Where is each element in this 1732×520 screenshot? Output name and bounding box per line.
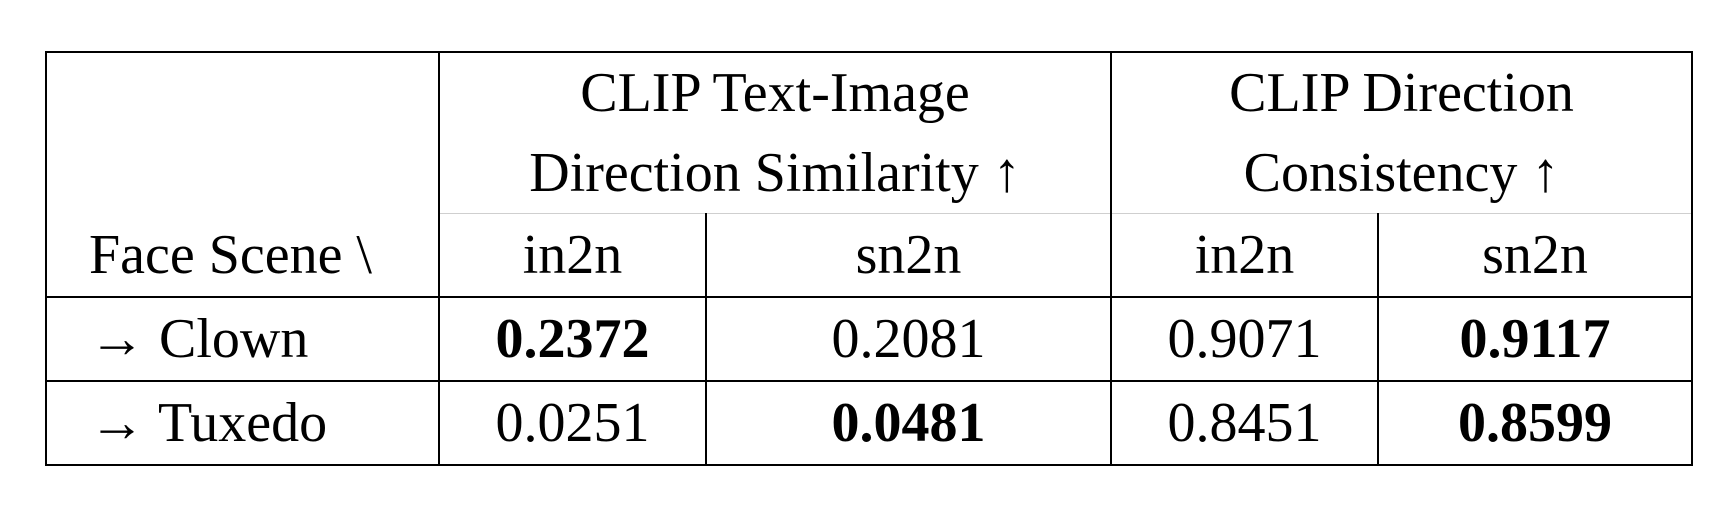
table-row: → Tuxedo 0.0251 0.0481 0.8451 0.8599 (46, 380, 1693, 465)
table-cell: 0.8599 (1378, 380, 1693, 465)
corner-cell (46, 52, 440, 214)
table-cell: 0.9117 (1378, 296, 1693, 381)
group-header-line: Direction Similarity ↑ (529, 142, 1021, 204)
group-header-row: CLIP Text-Image Direction Similarity ↑ C… (46, 52, 1692, 214)
table-cell: 0.0481 (706, 380, 1113, 465)
group-header-line: CLIP Direction (1229, 62, 1574, 124)
group-header-direction-consistency: CLIP Direction Consistency ↑ (1111, 52, 1692, 214)
table-cell: 0.9071 (1111, 296, 1380, 381)
corner-label: Face Scene \ (46, 213, 440, 297)
group-header-text-image-similarity: CLIP Text-Image Direction Similarity ↑ (439, 52, 1113, 214)
row-label: → Tuxedo (46, 380, 440, 465)
row-label: → Clown (46, 296, 440, 381)
group-header-line: CLIP Text-Image (580, 62, 970, 124)
sub-header-in2n: in2n (1111, 213, 1380, 297)
table-cell: 0.2372 (439, 296, 707, 381)
table-cell: 0.0251 (439, 380, 707, 465)
results-table: CLIP Text-Image Direction Similarity ↑ C… (45, 51, 1694, 466)
sub-header-sn2n: sn2n (706, 213, 1113, 297)
sub-header-in2n: in2n (439, 213, 707, 297)
group-header-line: Consistency ↑ (1243, 142, 1560, 204)
sub-header-row: Face Scene \ in2n sn2n in2n sn2n (46, 213, 1693, 297)
table-cell: 0.2081 (706, 296, 1113, 381)
sub-header-sn2n: sn2n (1378, 213, 1693, 297)
table-row: → Clown 0.2372 0.2081 0.9071 0.9117 (46, 296, 1693, 381)
table-cell: 0.8451 (1111, 380, 1380, 465)
